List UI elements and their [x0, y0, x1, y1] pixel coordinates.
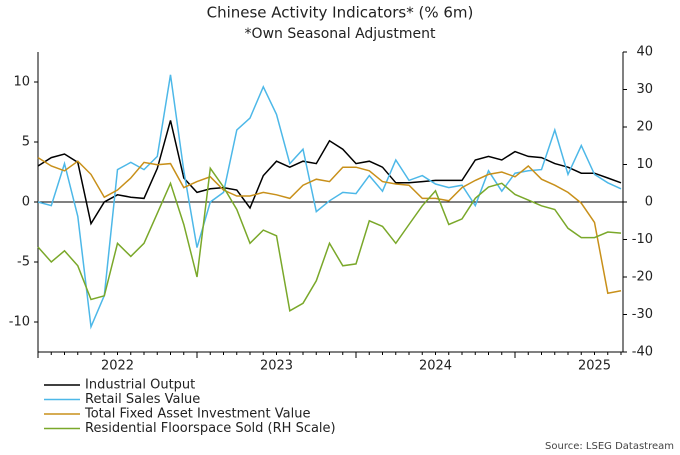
y2-tick-label: -10: [632, 232, 653, 247]
series-line: [37, 74, 622, 330]
legend-label: Residential Floorspace Sold (RH Scale): [85, 421, 336, 436]
y2-tick-label: -20: [632, 270, 653, 285]
legend-label: Retail Sales Value: [85, 392, 200, 407]
x-tick-label: 2022: [101, 359, 134, 374]
y-tick-label: -10: [9, 315, 30, 330]
series-line: [37, 120, 622, 226]
series-line: [37, 166, 622, 312]
y-tick-label: -5: [17, 255, 30, 270]
y2-tick-label: 40: [636, 45, 653, 60]
x-tick-label: 2025: [578, 359, 611, 374]
series-line: [37, 156, 622, 295]
y-tick-label: 0: [22, 195, 30, 210]
source: Source: LSEG Datastream: [545, 441, 674, 452]
y2-tick-label: 20: [636, 120, 653, 135]
x-tick-label: 2024: [419, 359, 452, 374]
legend-label: Total Fixed Asset Investment Value: [84, 407, 310, 422]
y2-tick-label: 10: [636, 157, 653, 172]
chart-subtitle: *Own Seasonal Adjustment: [245, 26, 436, 42]
y2-tick-label: 30: [636, 82, 653, 97]
chart-title: Chinese Activity Indicators* (% 6m): [207, 4, 474, 22]
x-tick-label: 2023: [260, 359, 293, 374]
legend-label: Industrial Output: [85, 378, 195, 393]
y-tick-label: 10: [13, 75, 30, 90]
y2-tick-label: 0: [645, 195, 653, 210]
y2-tick-label: -40: [632, 345, 653, 360]
y-tick-label: 5: [22, 135, 30, 150]
y2-tick-label: -30: [632, 307, 653, 322]
